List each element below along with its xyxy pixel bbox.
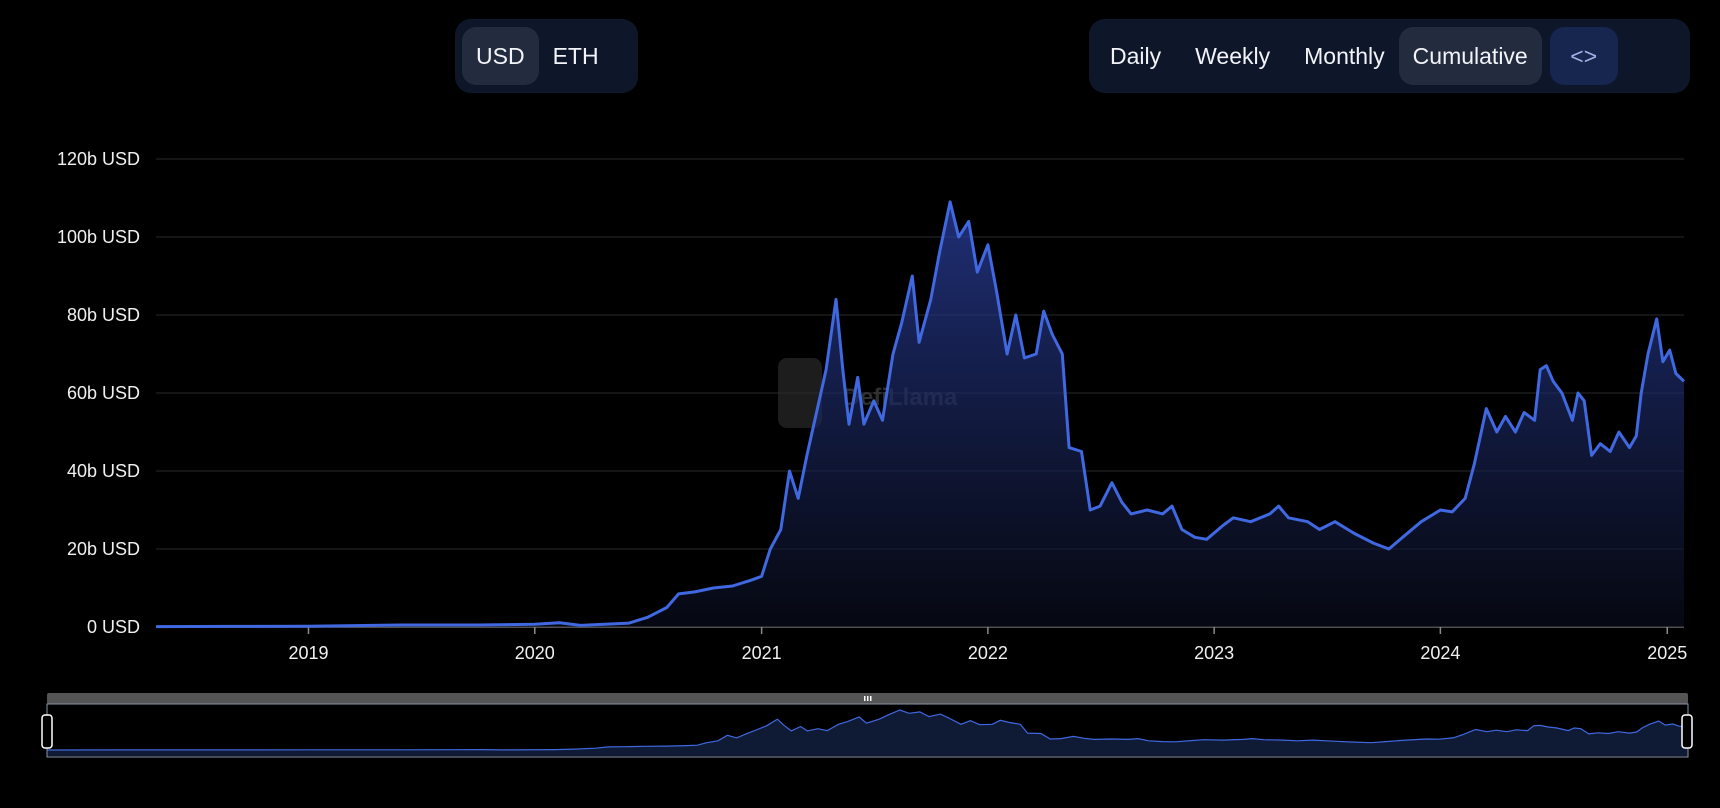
monthly-button[interactable]: Monthly — [1304, 42, 1385, 69]
x-tick-label: 2022 — [968, 643, 1008, 663]
range-slider[interactable] — [41, 693, 1693, 758]
slider-left-handle[interactable] — [41, 714, 53, 749]
slider-right-handle[interactable] — [1681, 714, 1693, 749]
embed-button[interactable]: <> — [1549, 27, 1618, 85]
mini-line — [46, 709, 1689, 751]
defillama-logo — [778, 358, 822, 428]
daily-button[interactable]: Daily — [1110, 42, 1162, 69]
usd-button[interactable]: USD — [462, 27, 539, 85]
y-tick-label: 100b USD — [57, 227, 140, 247]
x-tick-label: 2020 — [515, 643, 555, 663]
y-tick-label: 60b USD — [67, 383, 140, 403]
period-toggle: Daily Weekly Monthly Cumulative <> — [1089, 19, 1690, 93]
series-line — [155, 200, 1686, 629]
x-tick-label: 2021 — [742, 643, 782, 663]
y-tick-label: 20b USD — [67, 539, 140, 559]
y-tick-label: 80b USD — [67, 305, 140, 325]
y-tick-label: 40b USD — [67, 461, 140, 481]
y-tick-label: 120b USD — [57, 149, 140, 169]
slider-grip-icon[interactable] — [864, 696, 872, 701]
x-tick-label: 2025 — [1647, 643, 1687, 663]
code-brackets-icon: <> — [1570, 42, 1598, 69]
y-tick-label: 0 USD — [87, 617, 140, 637]
weekly-button[interactable]: Weekly — [1195, 42, 1271, 69]
x-tick-label: 2019 — [288, 643, 328, 663]
currency-toggle: USD ETH — [455, 19, 638, 93]
eth-button[interactable]: ETH — [552, 42, 599, 69]
mini-area — [47, 710, 1688, 756]
x-tick-label: 2023 — [1194, 643, 1234, 663]
cumulative-button[interactable]: Cumulative — [1398, 27, 1542, 85]
series-area — [156, 201, 1684, 627]
x-tick-label: 2024 — [1420, 643, 1460, 663]
